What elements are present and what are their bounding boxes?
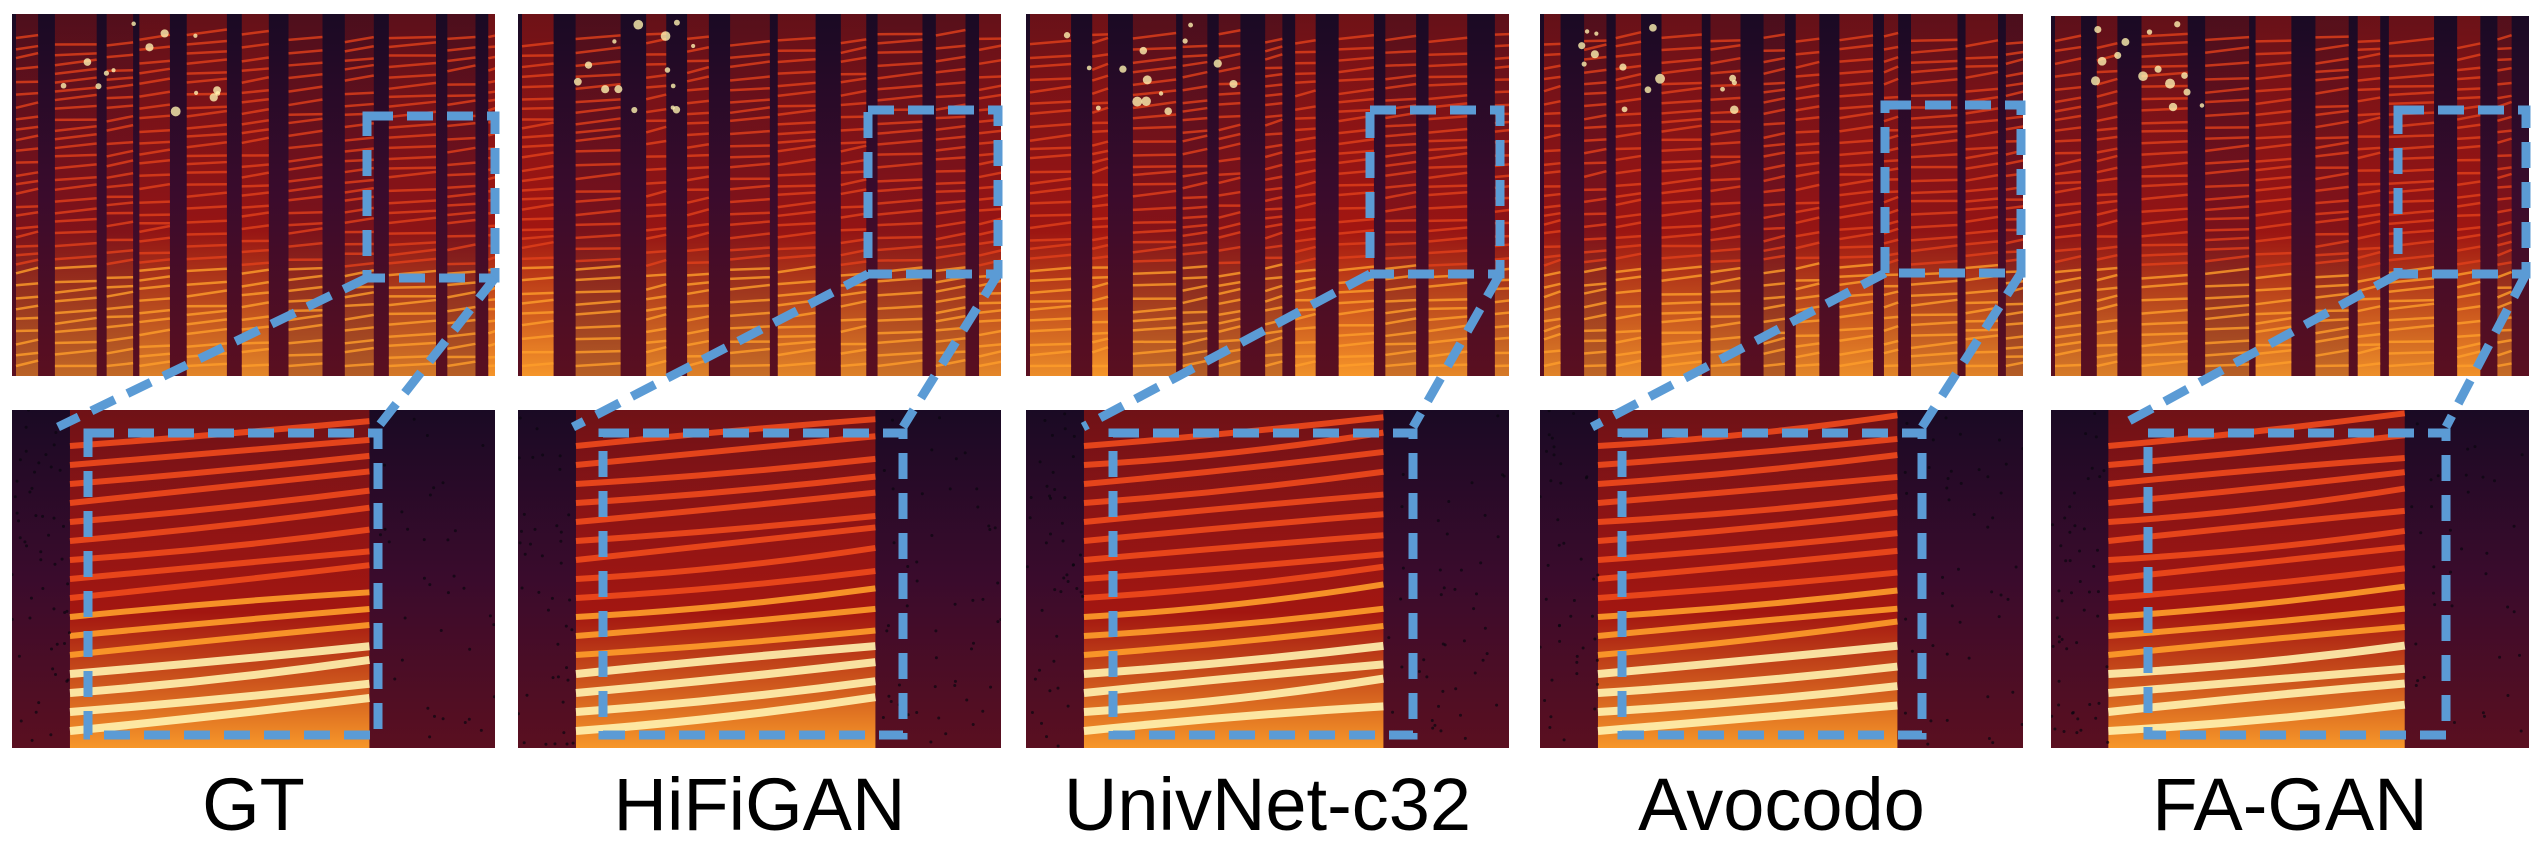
- spectrogram-gt: [12, 14, 495, 376]
- zoomed-spectrogram-gt: [12, 410, 495, 748]
- zoomed-spectrogram-fa-gan: [2051, 410, 2529, 748]
- caption-univnet-c32: UnivNet-c32: [1063, 763, 1472, 846]
- caption-fa-gan: FA-GAN: [2152, 763, 2428, 846]
- spectrogram-univnet-c32: [1026, 14, 1509, 376]
- zoomed-spectrogram-avocodo: [1540, 410, 2023, 748]
- spectrogram-avocodo: [1540, 14, 2023, 376]
- caption-avocodo: Avocodo: [1638, 763, 1925, 846]
- spectrogram-fa-gan: [2051, 16, 2529, 376]
- caption-hifigan: HiFiGAN: [613, 763, 906, 846]
- spectrogram-hifigan: [518, 14, 1001, 376]
- zoomed-spectrogram-univnet-c32: [1026, 410, 1509, 748]
- zoomed-spectrogram-hifigan: [518, 410, 1001, 748]
- caption-gt: GT: [202, 763, 305, 846]
